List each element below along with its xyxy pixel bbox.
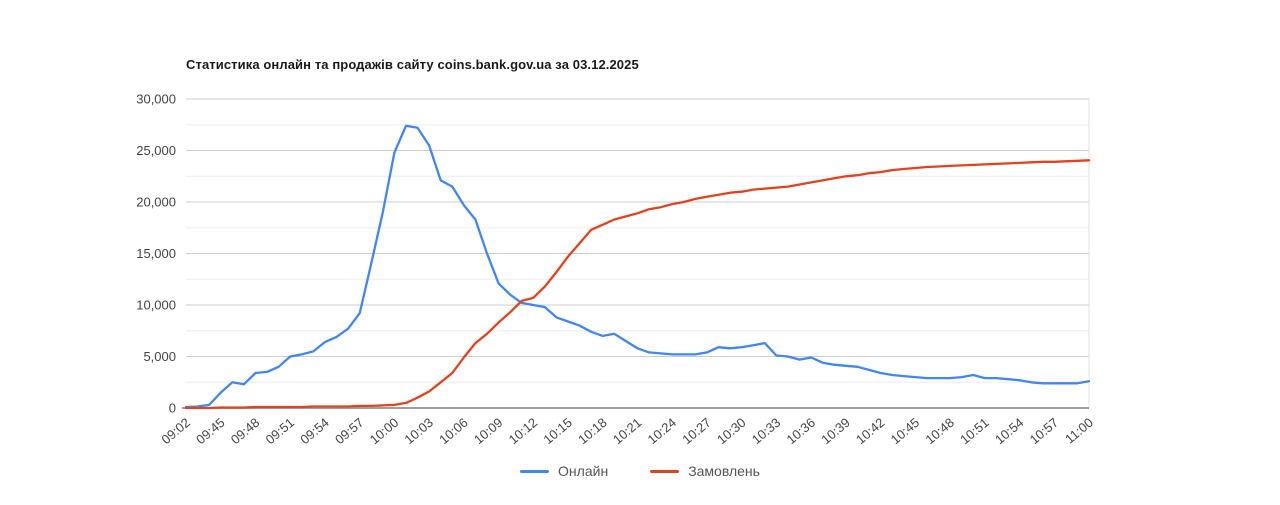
y-axis-tick-label: 20,000 <box>136 195 176 210</box>
x-axis-tick-label: 10:45 <box>888 415 923 447</box>
x-axis-tick-label: 10:42 <box>853 415 888 447</box>
x-axis-tick-label: 09:54 <box>297 415 332 447</box>
y-axis-tick-label: 25,000 <box>136 143 176 158</box>
legend-item-orders: Замовлень <box>650 463 760 479</box>
legend-item-online: Онлайн <box>520 463 608 479</box>
series-line-0 <box>184 124 1091 409</box>
orders-series-swatch <box>650 469 680 473</box>
x-axis-tick-label: 10:39 <box>818 415 853 447</box>
x-axis-tick-label: 09:48 <box>228 415 263 447</box>
x-axis-tick-label: 10:51 <box>957 415 992 447</box>
x-axis-tick-label: 10:21 <box>610 415 645 447</box>
x-axis-tick-label: 10:12 <box>506 415 541 447</box>
x-axis-tick-label: 10:54 <box>992 415 1027 447</box>
x-axis-tick-label: 10:18 <box>575 415 610 447</box>
x-axis-tick-label: 10:09 <box>471 415 506 447</box>
x-axis-tick-label: 10:06 <box>436 415 471 447</box>
orders-series-label: Замовлень <box>688 463 760 479</box>
online-series-label: Онлайн <box>558 463 609 479</box>
x-axis-tick-label: 10:00 <box>367 415 402 447</box>
y-axis-tick-label: 15,000 <box>136 246 176 261</box>
online-series-swatch <box>520 469 550 473</box>
x-axis-tick-label: 10:36 <box>784 415 819 447</box>
x-axis-tick-label: 10:15 <box>540 415 575 447</box>
series-line-1 <box>184 159 1091 410</box>
x-axis-tick-label: 09:57 <box>332 415 367 447</box>
x-axis-tick-label: 10:57 <box>1027 415 1062 447</box>
x-axis-tick-label: 10:30 <box>714 415 749 447</box>
chart-title: Статистика онлайн та продажів сайту coin… <box>186 57 639 72</box>
y-axis-tick-label: 0 <box>169 401 176 416</box>
x-axis-tick-label: 09:51 <box>263 415 298 447</box>
x-axis-tick-label: 10:33 <box>749 415 784 447</box>
x-axis-tick-label: 11:00 <box>1062 415 1096 447</box>
y-axis-tick-label: 30,000 <box>136 92 176 107</box>
chart-legend: Онлайн Замовлень <box>0 463 1280 479</box>
y-axis-tick-label: 5,000 <box>143 349 176 364</box>
x-axis-tick-label: 10:03 <box>401 415 436 447</box>
x-axis-tick-label: 10:48 <box>922 415 957 447</box>
x-axis-tick-label: 10:27 <box>679 415 714 447</box>
x-axis-tick-label: 09:02 <box>158 415 193 447</box>
x-axis-tick-label: 09:45 <box>193 415 228 447</box>
y-axis-tick-label: 10,000 <box>136 298 176 313</box>
x-axis-tick-label: 10:24 <box>645 415 680 447</box>
